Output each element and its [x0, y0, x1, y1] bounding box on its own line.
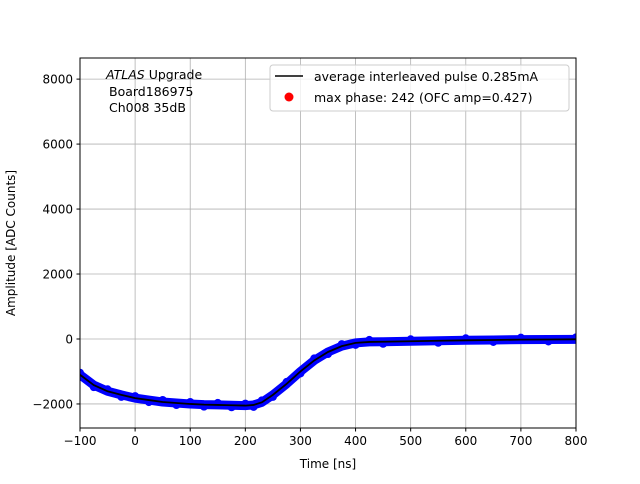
- x-axis-label: Time [ns]: [299, 457, 356, 471]
- annotation: ATLAS Upgrade Board186975 Ch008 35dB: [105, 67, 202, 115]
- legend-dot-swatch: [284, 92, 294, 102]
- series-layer: [80, 333, 576, 412]
- x-tick-label: 0: [131, 434, 139, 448]
- x-tick-label: 700: [509, 434, 532, 448]
- sample-point: [282, 377, 291, 386]
- y-tick-label: 6000: [42, 138, 73, 152]
- x-tick-label: −100: [64, 434, 97, 448]
- svg-text:ATLAS Upgrade: ATLAS Upgrade: [105, 67, 202, 82]
- board-label: Board186975: [109, 84, 193, 99]
- y-axis-label: Amplitude [ADC Counts]: [4, 170, 18, 316]
- samples-band: [80, 334, 576, 411]
- x-tick-label: 300: [289, 434, 312, 448]
- x-tick-label: 600: [454, 434, 477, 448]
- y-tick-label: 8000: [42, 73, 73, 87]
- legend-entry-max-phase: max phase: 242 (OFC amp=0.427): [314, 90, 532, 105]
- legend: average interleaved pulse 0.285mA max ph…: [269, 64, 570, 112]
- x-tick-label: 800: [565, 434, 588, 448]
- sample-point: [310, 354, 319, 363]
- x-tick-label: 100: [179, 434, 202, 448]
- atlas-label: ATLAS: [105, 67, 145, 82]
- upgrade-label: Upgrade: [149, 67, 203, 82]
- y-tick-label: 2000: [42, 268, 73, 282]
- sample-point: [296, 369, 305, 378]
- ticks: −100 0 100 200 300 400 500 600 700 800 −2000 0 2000 4…: [32, 73, 587, 448]
- plot-frame: [79, 57, 577, 429]
- y-tick-label: 4000: [42, 203, 73, 217]
- channel-label: Ch008 35dB: [109, 100, 186, 115]
- x-tick-label: 200: [234, 434, 257, 448]
- sample-point: [268, 392, 277, 401]
- y-tick-label: 0: [65, 332, 73, 346]
- average-pulse-line: [80, 338, 576, 407]
- y-tick-label: −2000: [32, 397, 73, 411]
- x-tick-label: 400: [344, 434, 367, 448]
- legend-entry-average: average interleaved pulse 0.285mA: [314, 69, 539, 84]
- x-tick-label: 500: [399, 434, 422, 448]
